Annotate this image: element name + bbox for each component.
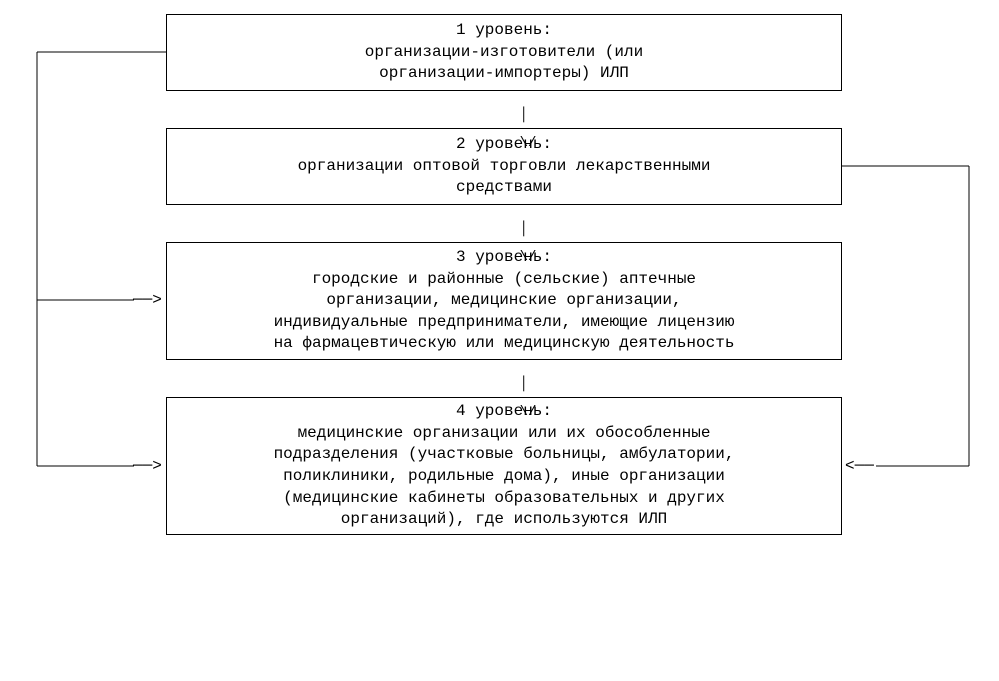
arrow-right-into-level3: ──> bbox=[133, 291, 162, 309]
node-level1-body: организации-изготовители (или организаци… bbox=[365, 42, 643, 85]
flowchart-canvas: 1 уровень: организации-изготовители (или… bbox=[0, 0, 999, 681]
node-level1-title: 1 уровень: bbox=[456, 20, 552, 42]
node-level1: 1 уровень: организации-изготовители (или… bbox=[166, 14, 842, 91]
arrow-down-3: │ \/ bbox=[486, 363, 522, 433]
arrow-right-into-level4: ──> bbox=[133, 457, 162, 475]
node-level4-body: медицинские организации или их обособлен… bbox=[274, 423, 735, 531]
arrow-down-1: │ \/ bbox=[486, 94, 522, 164]
node-level3-body: городские и районные (сельские) аптечные… bbox=[274, 269, 735, 355]
arrow-left-into-level4: <── bbox=[845, 457, 874, 475]
arrow-down-2: │ \/ bbox=[486, 208, 522, 278]
